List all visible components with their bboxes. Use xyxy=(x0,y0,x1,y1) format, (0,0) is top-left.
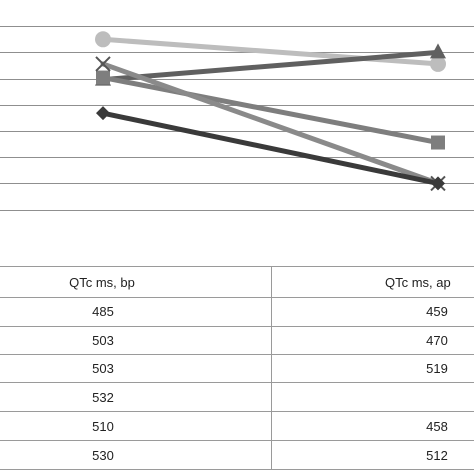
series-line-square xyxy=(100,75,441,146)
series-markers xyxy=(95,31,446,192)
cell-ap-row-3: 519 xyxy=(426,361,448,376)
line-chart xyxy=(0,26,474,211)
data-point-circle-bp xyxy=(95,31,111,48)
data-point-square-bp xyxy=(96,70,110,85)
cell-ap-row-1: 459 xyxy=(426,304,448,319)
data-point-diamond-bp xyxy=(96,106,110,121)
cell-bp-row-3: 503 xyxy=(92,361,114,376)
data-point-square-ap xyxy=(431,135,445,150)
series-line-x xyxy=(100,61,441,186)
cell-bp-row-4: 532 xyxy=(92,390,114,405)
column-header-ap: QTc ms, ap xyxy=(385,275,451,290)
cell-bp-row-6: 530 xyxy=(92,448,114,463)
table-header-row: QTc ms, bp QTc ms, ap xyxy=(69,275,451,290)
data-table: QTc ms, bp QTc ms, ap 485 459 503 470 50… xyxy=(0,266,474,470)
data-point-triangle-ap xyxy=(430,43,446,59)
cell-ap-row-6: 512 xyxy=(426,448,448,463)
data-point-x-bp xyxy=(95,56,111,72)
column-header-bp: QTc ms, bp xyxy=(69,275,135,290)
series-lines xyxy=(100,36,441,186)
series-line-triangle xyxy=(100,49,441,83)
cell-ap-row-5: 458 xyxy=(426,419,448,434)
cell-bp-row-1: 485 xyxy=(92,304,114,319)
series-line-circle xyxy=(100,36,441,67)
series-line-diamond xyxy=(100,110,441,186)
cell-bp-row-5: 510 xyxy=(92,419,114,434)
table-gridlines xyxy=(0,266,474,470)
cell-ap-row-2: 470 xyxy=(426,333,448,348)
data-point-circle-ap xyxy=(430,55,446,72)
data-point-diamond-ap xyxy=(431,176,445,191)
table-body: 485 459 503 470 503 519 532 510 458 530 … xyxy=(92,304,448,463)
cell-bp-row-2: 503 xyxy=(92,333,114,348)
